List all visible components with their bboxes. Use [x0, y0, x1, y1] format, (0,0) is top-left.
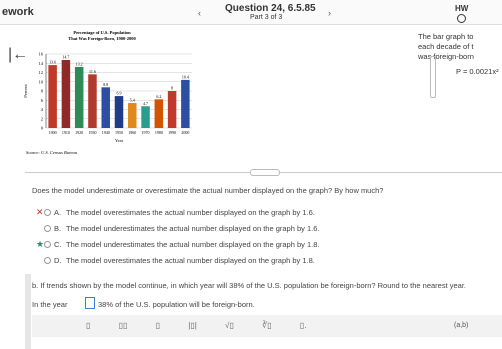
x-tick-label: 2000 — [181, 130, 189, 135]
bar — [167, 91, 177, 128]
y-tick-label: 8 — [41, 89, 44, 94]
x-tick-label: 1920 — [75, 130, 83, 135]
answer-after: 38% of the U.S. population will be forei… — [98, 300, 255, 309]
part-b: b. If trends shown by the model continue… — [32, 281, 467, 290]
status-icon — [457, 14, 466, 23]
chart-title: Percentage of U.S. Population — [73, 30, 131, 35]
y-tick-label: 10 — [39, 79, 44, 84]
x-tick-label: 1930 — [88, 130, 96, 135]
next[interactable]: › — [328, 8, 331, 18]
model: P = 0.0021x² — [456, 67, 499, 76]
back-arrow[interactable]: |← — [8, 46, 29, 63]
bar — [181, 79, 190, 128]
option-letter: B. — [54, 224, 62, 233]
data-label: 10.4 — [182, 74, 189, 79]
option-text: The model underestimates the actual numb… — [66, 224, 320, 233]
bar — [48, 65, 57, 128]
y-tick-label: 4 — [41, 107, 44, 112]
source: Source: U.S. Census Bureau — [26, 150, 78, 155]
bar — [114, 96, 124, 128]
divider-handle[interactable] — [250, 169, 280, 176]
y-tick-label: 16 — [39, 52, 44, 57]
side-text: The bar graph to each decade of t was fo… — [418, 32, 474, 62]
answer-before: In the year — [32, 300, 68, 309]
part: Part 3 of 3 — [250, 14, 283, 21]
radio[interactable] — [44, 209, 51, 216]
course: ework — [2, 6, 34, 18]
answer-box[interactable] — [85, 297, 95, 309]
option-letter: C. — [54, 240, 62, 249]
header — [0, 0, 502, 25]
data-label: 13.6 — [49, 60, 56, 65]
prev[interactable]: ‹ — [198, 8, 201, 18]
y-tick-label: 14 — [39, 61, 44, 66]
toolbar — [32, 315, 502, 337]
data-label: 6.9 — [117, 91, 122, 96]
data-label: 4.7 — [143, 101, 148, 106]
data-label: 11.6 — [89, 69, 96, 74]
x-tick-label: 1940 — [102, 130, 110, 135]
tool-icons[interactable]: ▯ ▯▯ ▯ |▯| √▯ ∛▯ ▯. — [86, 321, 307, 330]
x-tick-label: 1900 — [49, 130, 57, 135]
x-tick-label: 1970 — [142, 130, 150, 135]
data-label: 8 — [171, 86, 173, 91]
option-letter: D. — [54, 256, 62, 265]
bar — [61, 60, 71, 129]
option-text: The model underestimates the actual numb… — [66, 240, 320, 249]
y-tick-label: 6 — [41, 98, 44, 103]
result-mark: ★ — [36, 239, 45, 249]
bar — [88, 74, 97, 128]
result-mark: ✕ — [36, 207, 44, 217]
option-text: The model overestimates the actual numbe… — [66, 208, 315, 217]
tool-ordered-pair[interactable]: (a,b) — [454, 322, 469, 329]
y-tick-label: 0 — [41, 126, 44, 131]
x-tick-label: 1980 — [155, 130, 163, 135]
question-title: Question 24, 6.5.85 — [225, 3, 316, 14]
option-text: The model overestimates the actual numbe… — [66, 256, 315, 265]
scrollbar — [25, 274, 31, 349]
badge: HW — [455, 4, 469, 13]
radio[interactable] — [44, 241, 51, 248]
data-label: 8.8 — [103, 82, 108, 87]
x-tick-label: 1960 — [128, 130, 136, 135]
x-tick-label: 1990 — [168, 130, 176, 135]
bar — [141, 106, 150, 128]
scroll — [430, 56, 436, 98]
x-tick-label: 1950 — [115, 130, 123, 135]
data-label: 6.2 — [156, 94, 161, 99]
y-label: Percent — [23, 84, 28, 98]
side-line: was foreign-born — [418, 52, 474, 61]
bar — [154, 99, 164, 128]
bar — [101, 87, 110, 128]
radio[interactable] — [44, 225, 51, 232]
bar — [128, 103, 137, 128]
data-label: 13.2 — [76, 61, 83, 66]
side-line: The bar graph to — [418, 32, 474, 41]
question: Does the model underestimate or overesti… — [32, 186, 384, 195]
y-tick-label: 2 — [41, 116, 43, 121]
option-letter: A. — [54, 208, 62, 217]
y-tick-label: 12 — [39, 70, 44, 75]
x-label: Year — [115, 138, 124, 143]
bar — [74, 66, 84, 128]
side-line: each decade of t — [418, 42, 474, 51]
chart-subtitle: That Was Foreign-Born, 1900-2000 — [68, 36, 136, 41]
radio[interactable] — [44, 257, 51, 264]
data-label: 14.7 — [62, 55, 69, 60]
x-tick-label: 1910 — [62, 130, 70, 135]
data-label: 5.4 — [130, 98, 135, 103]
